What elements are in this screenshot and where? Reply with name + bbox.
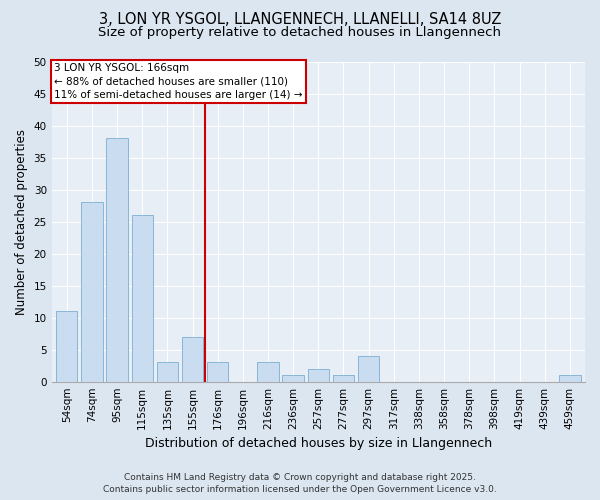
Text: 3 LON YR YSGOL: 166sqm
← 88% of detached houses are smaller (110)
11% of semi-de: 3 LON YR YSGOL: 166sqm ← 88% of detached…: [55, 63, 303, 100]
Text: Size of property relative to detached houses in Llangennech: Size of property relative to detached ho…: [98, 26, 502, 39]
Bar: [257, 362, 279, 382]
Bar: [106, 138, 128, 382]
X-axis label: Distribution of detached houses by size in Llangennech: Distribution of detached houses by size …: [145, 437, 492, 450]
Bar: [358, 356, 379, 382]
Bar: [182, 337, 203, 382]
Bar: [559, 376, 581, 382]
Bar: [157, 362, 178, 382]
Text: Contains HM Land Registry data © Crown copyright and database right 2025.
Contai: Contains HM Land Registry data © Crown c…: [103, 473, 497, 494]
Bar: [308, 369, 329, 382]
Text: 3, LON YR YSGOL, LLANGENNECH, LLANELLI, SA14 8UZ: 3, LON YR YSGOL, LLANGENNECH, LLANELLI, …: [99, 12, 501, 28]
Bar: [283, 376, 304, 382]
Bar: [56, 311, 77, 382]
Y-axis label: Number of detached properties: Number of detached properties: [15, 128, 28, 314]
Bar: [207, 362, 229, 382]
Bar: [131, 215, 153, 382]
Bar: [333, 376, 354, 382]
Bar: [81, 202, 103, 382]
